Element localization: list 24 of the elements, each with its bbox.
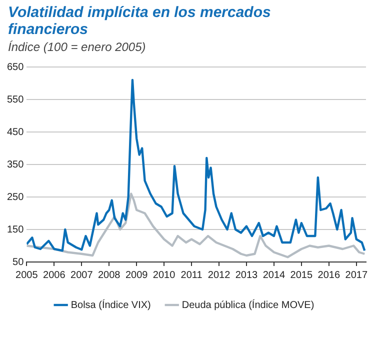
chart-subtitle: Índice (100 = enero 2005): [8, 40, 146, 54]
y-tick-label: 250: [6, 192, 24, 203]
x-tick-label: 2014: [262, 270, 286, 281]
x-tick-label: 2012: [208, 270, 231, 281]
x-tick-label: 2008: [98, 270, 121, 281]
x-tick-label: 2016: [318, 270, 340, 281]
x-tick-label: 2005: [16, 270, 38, 281]
y-tick-label: 350: [6, 159, 24, 170]
y-tick-label: 150: [6, 224, 24, 236]
x-tick-label: 2006: [43, 270, 66, 281]
legend-label: Bolsa (Índice VIX): [70, 298, 151, 311]
x-tick-label: 2007: [70, 270, 94, 281]
y-tick-label: 50: [12, 256, 24, 268]
y-tick-label: 450: [6, 126, 24, 138]
chart-title: Volatilidad implícita en los mercados financieros: [8, 4, 272, 38]
x-tick-label: 2011: [180, 270, 203, 281]
x-tick-label: 2010: [152, 270, 176, 281]
x-tick-label: 2009: [125, 270, 148, 281]
y-tick-label: 650: [6, 62, 24, 73]
x-tick-label: 2015: [290, 270, 313, 281]
x-tick-label: 2013: [235, 270, 258, 281]
legend-label: Deuda pública (Índice MOVE): [182, 298, 314, 311]
y-tick-label: 550: [6, 94, 24, 106]
x-tick-label: 2017: [345, 270, 368, 281]
